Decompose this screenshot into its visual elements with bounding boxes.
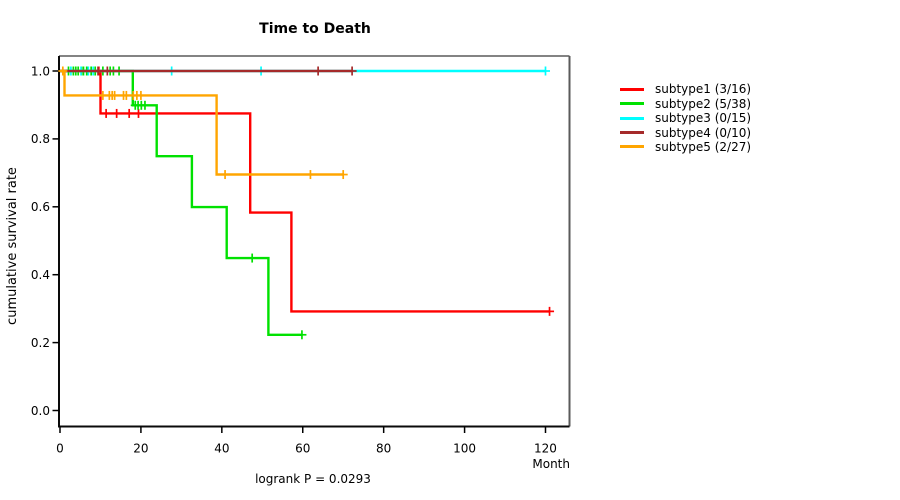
censor-marks-subtype1 [94, 66, 555, 316]
legend-swatch [620, 116, 644, 120]
plot-box [58, 55, 571, 428]
y-tick-label: 0.6 [31, 200, 50, 214]
censor-marks-subtype4 [93, 66, 357, 76]
x-axis-label: Month [532, 457, 570, 471]
legend-label: subtype5 (2/27) [655, 139, 752, 154]
legend-label: subtype3 (0/15) [655, 111, 752, 126]
curve-subtype5 [60, 69, 344, 176]
y-tick-label: 0.0 [31, 404, 50, 418]
legend-label: subtype1 (3/16) [655, 82, 752, 97]
series-subtype1 [60, 66, 555, 316]
y-tick-label: 1.0 [31, 64, 50, 78]
legend-label: subtype4 (0/10) [655, 125, 752, 140]
censor-marks-subtype5 [58, 66, 348, 180]
x-tick-label: 60 [295, 442, 310, 456]
curve-subtype2 [60, 69, 302, 336]
legend-swatch [620, 131, 644, 135]
x-tick-label: 40 [214, 442, 229, 456]
curve-subtype1 [60, 69, 550, 313]
x-tick-label: 80 [376, 442, 391, 456]
survival-curves [58, 66, 555, 340]
legend-item-subtype3: subtype3 (0/15) [620, 111, 751, 125]
y-tick-label: 0.2 [31, 336, 50, 350]
legend-swatch [620, 102, 644, 106]
y-tick-label: 0.8 [31, 132, 50, 146]
axes: 0.0 0.2 0.4 0.6 0.8 1.0 0 20 40 60 80 100 120 [31, 64, 557, 455]
series-subtype5 [58, 66, 348, 180]
y-axis-label: cumulative survival rate [5, 167, 20, 325]
legend-swatch [620, 145, 644, 149]
chart-title: Time to Death [259, 21, 371, 37]
legend-swatch [620, 87, 644, 91]
legend-item-subtype4: subtype4 (0/10) [620, 125, 752, 140]
series-subtype2 [60, 66, 307, 340]
x-tick-label: 20 [133, 442, 148, 456]
legend: subtype1 (3/16) subtype2 (5/38) subtype3 (… [620, 82, 751, 154]
legend-item-subtype1: subtype1 (3/16) [620, 82, 751, 96]
x-tick-label: 120 [534, 442, 557, 456]
legend-item-subtype2: subtype2 (5/38) [620, 96, 752, 111]
x-tick-label: 100 [453, 442, 476, 456]
series-subtype4 [60, 66, 357, 76]
y-tick-label: 0.4 [31, 268, 50, 282]
legend-label: subtype2 (5/38) [655, 96, 752, 111]
logrank-p-annotation: logrank P = 0.0293 [255, 472, 371, 486]
legend-item-subtype5: subtype5 (2/27) [620, 140, 751, 154]
x-tick-label: 0 [56, 442, 64, 456]
